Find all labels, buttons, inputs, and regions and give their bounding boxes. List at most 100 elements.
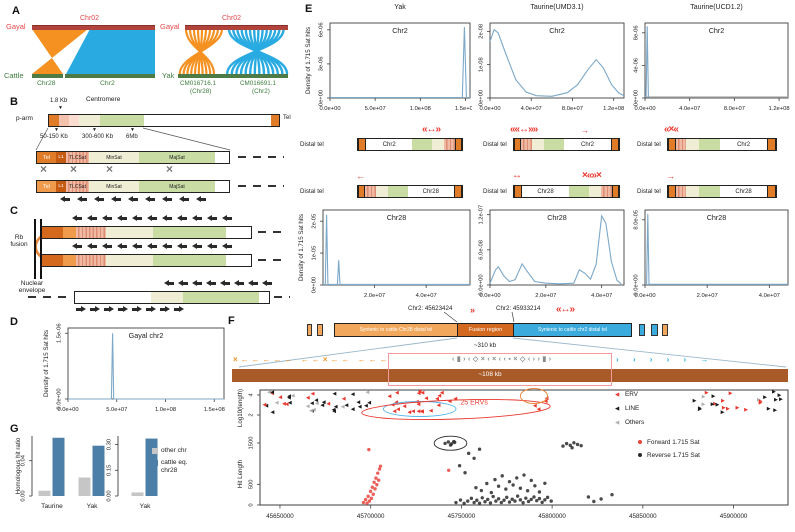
species-cattle: Cattle xyxy=(4,71,24,80)
svg-text:▶: ▶ xyxy=(698,406,702,412)
svg-text:4.0e+07: 4.0e+07 xyxy=(679,106,700,112)
inversion-arrows: ← xyxy=(356,171,365,181)
gayal-chr2-density-chart: 0.0e+00 5.0e+07 1.0e+08 1.5e+08 0.0e+00 1.5e-… xyxy=(43,323,225,413)
panel-label-f: F xyxy=(228,315,235,327)
svg-text:▶: ▶ xyxy=(773,408,777,414)
continuation-dashes xyxy=(258,231,286,234)
svg-text:◀: ◀ xyxy=(306,395,310,401)
svg-text:◀: ◀ xyxy=(291,393,295,399)
svg-text:0.0e+00: 0.0e+00 xyxy=(57,388,63,409)
svg-text:2.0e+07: 2.0e+07 xyxy=(364,293,385,299)
svg-text:◀: ◀ xyxy=(402,403,406,409)
fusion-zoom-lines xyxy=(238,337,787,368)
svg-text:◀: ◀ xyxy=(364,403,368,409)
panel-label-g: G xyxy=(10,423,19,435)
svg-text:◀: ◀ xyxy=(332,407,336,413)
inversion-arrows: ««↔»» xyxy=(510,124,538,135)
svg-text:◀: ◀ xyxy=(429,408,433,414)
svg-text:◀: ◀ xyxy=(396,406,400,412)
panel-label-b: B xyxy=(10,96,18,108)
svg-text:Density of 1.715 Sat hits: Density of 1.715 Sat hits xyxy=(298,214,305,281)
svg-text:4.0e+07: 4.0e+07 xyxy=(591,293,612,299)
col-title-yak: Yak xyxy=(394,4,406,11)
svg-text:◀: ◀ xyxy=(310,408,314,414)
fused-chr-bar xyxy=(74,291,270,304)
svg-text:◀: ◀ xyxy=(263,402,267,408)
svg-text:▶: ▶ xyxy=(713,401,717,407)
svg-text:6e-06: 6e-06 xyxy=(319,22,325,37)
recombination-x-icon: × xyxy=(106,162,114,176)
continuation-dashes xyxy=(238,185,284,188)
svg-text:1.5e+08: 1.5e+08 xyxy=(455,106,472,112)
distal-tel-label: Distal tel xyxy=(300,141,324,148)
ideogram-block xyxy=(317,324,323,336)
col-title-umd: Taurine(UMD3.1) xyxy=(530,4,584,11)
svg-text:◀: ◀ xyxy=(351,391,355,397)
fusion-ideogram: Syntenic to cattle Chr28 distal tel Fusi… xyxy=(334,323,632,337)
svg-text:▶: ▶ xyxy=(779,397,783,403)
svg-text:0.0e+00: 0.0e+00 xyxy=(479,274,485,295)
recombination-x-icon: × xyxy=(40,162,48,176)
svg-text:45650000: 45650000 xyxy=(266,513,294,520)
svg-text:0.04: 0.04 xyxy=(21,454,27,466)
svg-text:▶: ▶ xyxy=(757,397,761,403)
svg-text:Hit Length: Hit Length xyxy=(237,459,244,488)
svg-text:8e-06: 8e-06 xyxy=(634,25,640,40)
svg-text:◀: ◀ xyxy=(437,403,441,409)
svg-text:0.0e+00: 0.0e+00 xyxy=(479,293,500,299)
down-arrow-icon: ▼ xyxy=(54,127,59,133)
yak-acc-left: CM016716.1 xyxy=(180,80,217,87)
svg-text:Reverse 1.715 Sat: Reverse 1.715 Sat xyxy=(647,452,700,459)
svg-text:◀: ◀ xyxy=(322,399,326,405)
range-300-600: 300-600 Kb xyxy=(82,134,114,140)
svg-text:0e+00: 0e+00 xyxy=(634,90,640,106)
svg-text:Chr2: Chr2 xyxy=(392,26,408,35)
legend-label-cattle: cattle eq. chr28 xyxy=(161,458,188,474)
svg-text:0.0e+00: 0.0e+00 xyxy=(634,293,655,299)
svg-text:1.0e+08: 1.0e+08 xyxy=(155,407,176,413)
svg-text:0.0e+00: 0.0e+00 xyxy=(57,407,78,413)
fusion-sequence-bar xyxy=(232,369,788,382)
chr28-label: Chr28 xyxy=(37,80,56,87)
svg-text:▶: ▶ xyxy=(721,409,725,415)
svg-text:1.5e-06: 1.5e-06 xyxy=(57,323,63,343)
svg-text:◀: ◀ xyxy=(311,391,315,397)
svg-text:◀: ◀ xyxy=(315,400,319,406)
red-arrow-cluster-icon: «↔» xyxy=(556,304,575,315)
svg-text:Forward 1.715 Sat: Forward 1.715 Sat xyxy=(647,439,700,446)
recombination-x-icon: × xyxy=(166,162,174,176)
down-arrow-icon: ▼ xyxy=(92,127,97,133)
svg-text:▶: ▶ xyxy=(744,407,748,413)
svg-text:◀: ◀ xyxy=(440,390,444,396)
cattle-chr2-bar xyxy=(65,74,155,78)
svg-text:▶: ▶ xyxy=(767,406,771,412)
arrow-row-1 xyxy=(72,215,232,222)
svg-text:0.30: 0.30 xyxy=(107,439,113,450)
continuation-dashes xyxy=(258,259,286,262)
svg-text:▶: ▶ xyxy=(712,394,716,400)
svg-text:4.0e+07: 4.0e+07 xyxy=(521,106,542,112)
svg-text:0e+00: 0e+00 xyxy=(312,277,318,293)
svg-text:◀: ◀ xyxy=(287,394,291,400)
gene-track-left: ×←←←←← ←←×←← ←←← xyxy=(233,355,391,364)
svg-text:▶: ▶ xyxy=(693,398,697,404)
arrow-row-2 xyxy=(72,243,232,250)
legend-swatch-other xyxy=(152,448,158,454)
svg-text:◀: ◀ xyxy=(437,393,441,399)
inversion-arrows: ×«»× xyxy=(582,170,602,181)
yak-acc-right: CM016691.1 xyxy=(240,80,277,87)
svg-text:8.0e+07: 8.0e+07 xyxy=(724,106,745,112)
svg-text:45800000: 45800000 xyxy=(538,513,566,520)
svg-text:◀: ◀ xyxy=(420,409,424,415)
svg-text:4.0e+07: 4.0e+07 xyxy=(759,293,780,299)
svg-text:◀: ◀ xyxy=(285,401,289,407)
svg-text:2: 2 xyxy=(249,413,255,416)
svg-text:◀: ◀ xyxy=(367,400,371,406)
p-arm-label: p-arm xyxy=(16,115,33,122)
gayal-chr02-bar-right xyxy=(185,25,288,30)
svg-text:▶: ▶ xyxy=(763,394,767,400)
synteny-ribbon-cyan xyxy=(66,29,155,74)
svg-text:▶: ▶ xyxy=(729,390,733,396)
svg-text:◀: ◀ xyxy=(351,406,355,412)
svg-text:45700000: 45700000 xyxy=(357,513,385,520)
